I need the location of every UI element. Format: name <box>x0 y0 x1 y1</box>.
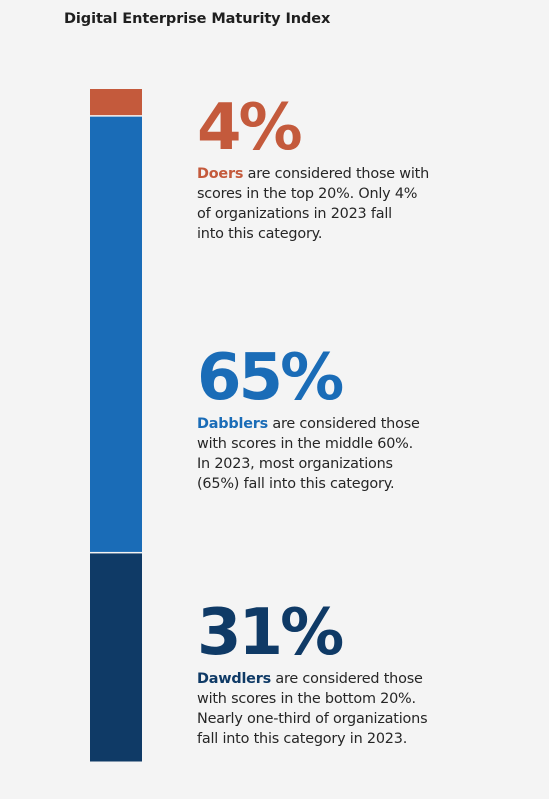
doers-desc-line-4: into this category. <box>197 226 323 242</box>
doers-description: Doers are considered those with scores i… <box>197 164 527 244</box>
doers-bar-segment <box>90 89 142 117</box>
dawdlers-desc-line-3: Nearly one-third of organizations <box>197 711 428 727</box>
dawdlers-desc-line-1: are considered those <box>275 671 423 687</box>
dabblers-block: 65% Dabblers are considered those with s… <box>197 346 527 494</box>
doers-percent: 4% <box>197 91 303 165</box>
chart-title: Digital Enterprise Maturity Index <box>64 11 331 27</box>
dawdlers-description: Dawdlers are considered those with score… <box>197 669 527 749</box>
doers-desc-line-1: are considered those with <box>247 166 430 182</box>
dabblers-description: Dabblers are considered those with score… <box>197 414 527 494</box>
segment-divider <box>90 551 142 554</box>
dabblers-desc-line-4: (65%) fall into this category. <box>197 476 395 492</box>
dawdlers-label: Dawdlers <box>197 671 272 687</box>
dabblers-desc-line-1: are considered those <box>272 416 420 432</box>
dawdlers-bar-segment <box>90 552 142 762</box>
dawdlers-desc-line-4: fall into this category in 2023. <box>197 731 408 747</box>
dabblers-label: Dabblers <box>197 416 269 432</box>
dabblers-desc-line-3: In 2023, most organizations <box>197 456 393 472</box>
segment-divider <box>90 115 142 117</box>
doers-block: 4% Doers are considered those with score… <box>197 96 527 244</box>
doers-desc-line-2: scores in the top 20%. Only 4% <box>197 186 418 202</box>
dabblers-desc-line-2: with scores in the middle 60%. <box>197 436 414 452</box>
doers-label: Doers <box>197 166 244 182</box>
dawdlers-percent: 31% <box>197 596 344 670</box>
doers-desc-line-3: of organizations in 2023 fall <box>197 206 392 222</box>
dawdlers-desc-line-2: with scores in the bottom 20%. <box>197 691 416 707</box>
dabblers-bar-segment <box>90 115 142 554</box>
dawdlers-block: 31% Dawdlers are considered those with s… <box>197 601 527 749</box>
dabblers-percent: 65% <box>197 341 344 415</box>
